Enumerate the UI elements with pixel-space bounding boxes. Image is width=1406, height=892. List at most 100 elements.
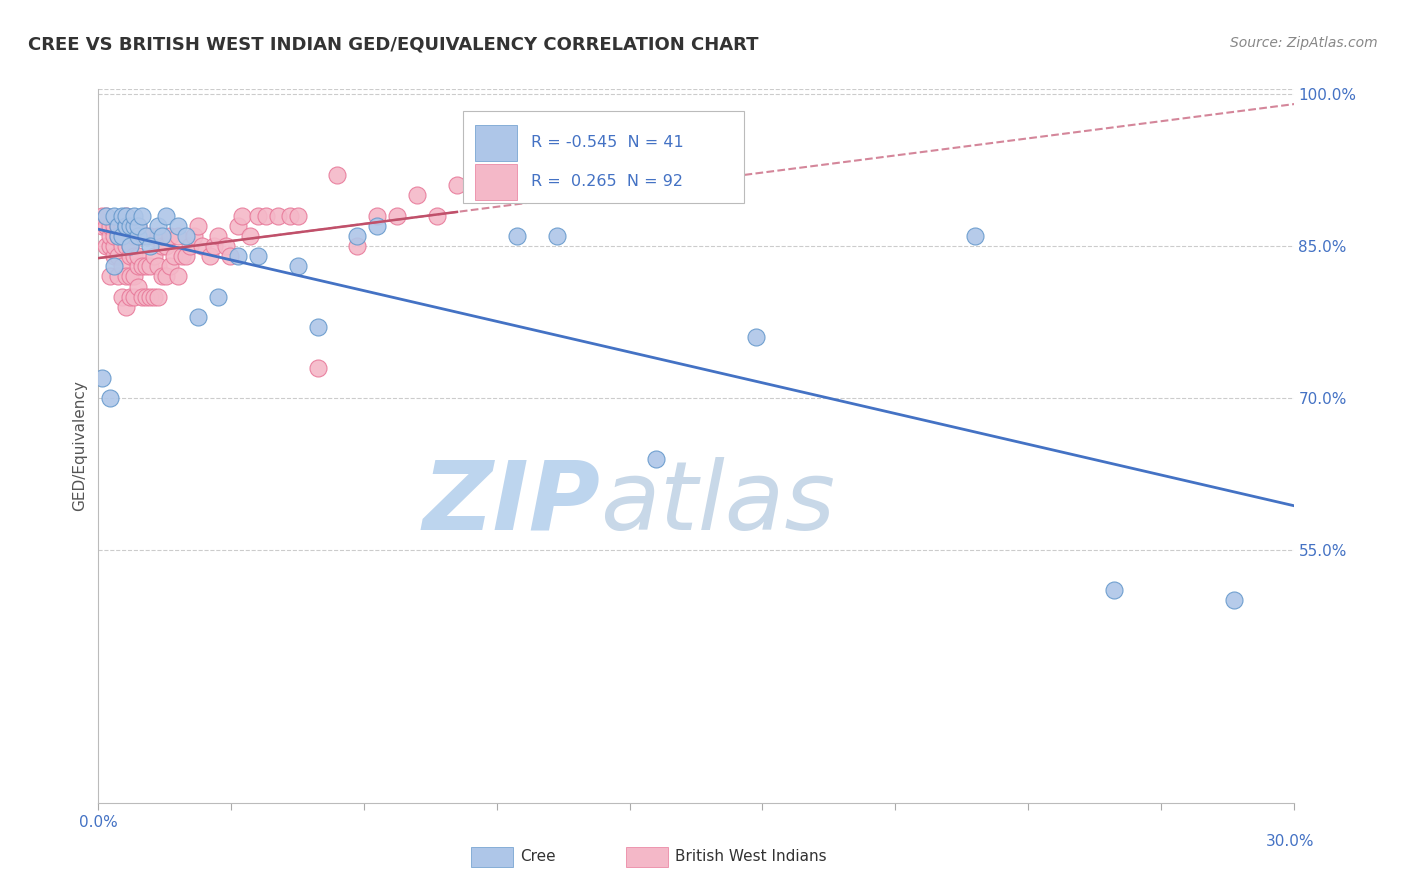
Point [254,209,277,223]
Point [179,239,201,253]
Point [198,249,221,263]
Point [645,451,668,466]
Point [226,249,249,263]
Point [239,229,262,244]
Point [143,249,166,263]
Bar [475,125,517,161]
Point [346,239,368,253]
Point [107,219,129,233]
Point [139,239,162,253]
Point [120,269,142,284]
Point [139,260,162,274]
Point [406,188,429,202]
Point [120,249,142,263]
Text: British West Indians: British West Indians [675,849,827,863]
Point [135,229,157,244]
FancyBboxPatch shape [463,111,744,203]
Point [127,260,149,274]
Point [96,219,118,233]
Text: CREE VS BRITISH WEST INDIAN GED/EQUIVALENCY CORRELATION CHART: CREE VS BRITISH WEST INDIAN GED/EQUIVALE… [28,36,759,54]
Point [346,229,368,244]
Point [103,209,125,223]
Point [135,290,157,304]
Point [426,209,449,223]
Point [111,209,134,223]
Point [366,209,388,223]
Point [115,209,138,223]
Point [307,320,329,334]
Point [91,219,114,233]
Point [231,209,253,223]
Point [111,239,134,253]
Point [150,239,173,253]
Point [115,219,138,233]
Point [96,209,118,223]
Point [127,279,149,293]
Point [107,249,129,263]
Point [103,249,125,263]
Point [155,239,177,253]
Point [172,249,194,263]
Point [446,178,468,193]
Point [131,229,153,244]
Point [174,249,197,263]
Point [187,310,209,324]
Point [91,209,114,223]
Point [120,239,142,253]
Text: ZIP: ZIP [422,457,600,549]
Point [1102,583,1125,598]
Point [155,269,177,284]
Point [139,229,162,244]
Point [100,391,122,405]
Point [167,229,190,244]
Point [207,290,229,304]
Point [111,260,134,274]
Point [127,229,149,244]
Point [103,239,125,253]
Point [103,219,125,233]
Point [267,209,290,223]
Point [1222,593,1246,607]
Point [124,269,146,284]
Text: Cree: Cree [520,849,555,863]
Point [191,239,214,253]
Point [127,219,149,233]
Point [103,260,125,274]
Point [131,209,153,223]
Point [103,229,125,244]
Point [163,249,186,263]
Point [115,219,138,233]
Point [124,249,146,263]
Point [100,229,122,244]
Point [120,219,142,233]
Point [107,229,129,244]
Point [115,239,138,253]
Text: 30.0%: 30.0% [1267,834,1315,849]
Point [246,249,269,263]
Point [115,300,138,314]
Y-axis label: GED/Equivalency: GED/Equivalency [72,381,87,511]
Point [745,330,768,344]
Point [202,239,225,253]
Point [120,239,142,253]
Point [148,219,170,233]
Text: atlas: atlas [600,457,835,549]
Point [115,219,138,233]
Point [167,269,190,284]
Bar [475,164,517,200]
Point [127,229,149,244]
Point [326,168,349,182]
Point [167,219,190,233]
Point [100,219,122,233]
Point [148,290,170,304]
Point [111,229,134,244]
Point [124,290,146,304]
Point [124,209,146,223]
Point [124,229,146,244]
Point [115,229,138,244]
Point [385,209,409,223]
Point [115,209,138,223]
Point [131,260,153,274]
Point [219,249,242,263]
Point [135,260,157,274]
